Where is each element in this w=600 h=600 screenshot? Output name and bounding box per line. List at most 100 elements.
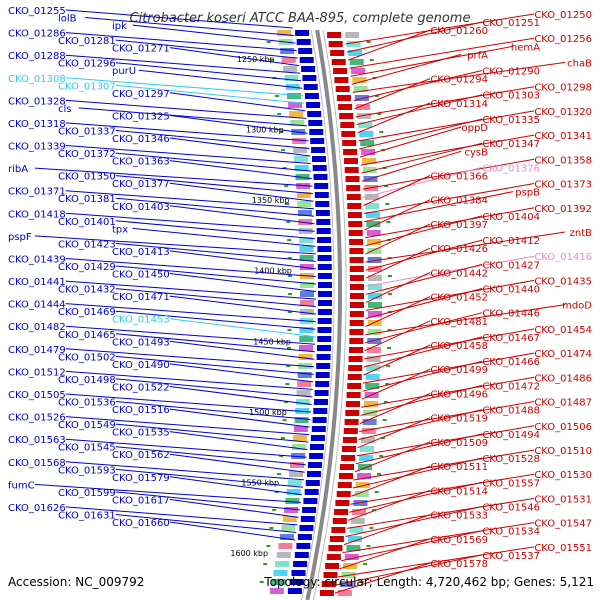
annotation-block (368, 284, 382, 290)
gene-label: CKO_01557 (482, 478, 540, 489)
forward-gene-block (318, 291, 332, 297)
connector-line (115, 175, 313, 195)
annotation-block (299, 237, 314, 243)
gene-label: CKO_01412 (482, 236, 540, 247)
annotation-block (296, 192, 311, 198)
connector-line (365, 263, 483, 295)
gene-label: zntB (570, 228, 593, 239)
annotation-block (292, 444, 306, 450)
marker-tick (287, 329, 292, 331)
reverse-gene-block (347, 203, 362, 209)
connector-line (357, 102, 431, 134)
annotation-block (356, 104, 371, 110)
connector-line (365, 288, 483, 319)
forward-gene-block (311, 147, 326, 153)
gene-label: prfA (467, 50, 488, 61)
connector-line (169, 431, 308, 451)
annotation-block (300, 282, 314, 288)
connector-line (115, 288, 316, 308)
annotation-block (277, 30, 292, 36)
reverse-gene-block (349, 311, 364, 317)
gene-label: CKO_01439 (8, 255, 66, 266)
forward-gene-block (317, 327, 332, 333)
gene-label: CKO_01347 (482, 139, 540, 150)
connector-line (65, 348, 315, 368)
marker-tick (287, 311, 292, 313)
annotation-block (366, 230, 381, 236)
annotation-block (367, 329, 382, 335)
gene-label: CKO_01256 (534, 34, 592, 45)
connector-line (363, 183, 535, 214)
gene-label: CKO_01471 (112, 292, 170, 303)
connector-line (65, 416, 310, 436)
annotation-block (344, 554, 359, 560)
marker-tick (377, 113, 382, 115)
connector-line (115, 130, 310, 149)
connector-line (115, 401, 311, 420)
forward-gene-block (304, 93, 319, 99)
gene-label: CKO_01465 (58, 330, 116, 341)
forward-gene-block (299, 57, 314, 63)
annotation-block (276, 552, 291, 558)
forward-gene-block (315, 381, 330, 387)
forward-gene-block (296, 39, 311, 45)
connector-line (132, 24, 296, 44)
backbone-arc (300, 29, 347, 600)
gene-label: purU (112, 66, 136, 77)
annotation-block (300, 300, 314, 306)
gene-label: CKO_01660 (112, 518, 170, 529)
annotation-block (299, 309, 314, 315)
annotation-block (367, 239, 382, 245)
annotation-block (299, 336, 314, 342)
connector-line (338, 546, 535, 578)
annotation-block (346, 545, 361, 551)
connector-line (341, 530, 483, 562)
forward-gene-block (289, 579, 304, 585)
gene-label: CKO_01502 (58, 352, 116, 363)
annotation-block (296, 399, 310, 405)
annotation-block (348, 50, 363, 56)
marker-tick (277, 473, 281, 475)
marker-tick (369, 59, 374, 61)
marker-tick (279, 455, 284, 457)
reverse-gene-block (342, 446, 356, 452)
gene-label: CKO_01404 (482, 212, 540, 223)
annotation-block (278, 543, 293, 549)
connector-line (363, 352, 535, 384)
annotation-block (292, 138, 307, 144)
connector-line (352, 457, 483, 489)
annotation-block (367, 275, 382, 281)
gene-label: CKO_01568 (8, 458, 66, 469)
annotation-block (349, 527, 364, 533)
connector-line (365, 296, 431, 328)
gene-label: CKO_01458 (430, 341, 488, 352)
gene-label: CKO_01499 (430, 365, 488, 376)
annotation-block (365, 374, 380, 380)
reverse-gene-block (335, 500, 350, 506)
connector-line (169, 47, 300, 67)
reverse-gene-block (350, 293, 364, 299)
connector-line (365, 247, 431, 279)
connector-line (351, 465, 431, 497)
connector-line (138, 69, 303, 89)
annotation-block (365, 383, 380, 389)
forward-gene-block (310, 138, 325, 144)
gene-label: fumC (8, 480, 35, 491)
connector-line (364, 320, 431, 352)
gene-label: CKO_01372 (58, 149, 116, 160)
reverse-gene-block (344, 419, 359, 425)
gene-label: CKO_01490 (112, 360, 170, 371)
annotation-block (352, 509, 367, 515)
gene-label: CKO_01474 (534, 349, 592, 360)
marker-tick (287, 347, 291, 349)
forward-gene-block (313, 408, 328, 414)
annotation-block (288, 102, 303, 108)
gene-label: CKO_01303 (482, 91, 540, 102)
annotation-block (297, 201, 312, 207)
connector-line (65, 325, 316, 345)
scale-label: 1300 kbp (246, 126, 284, 135)
connector-line (65, 303, 316, 323)
annotation-block (293, 426, 308, 432)
connector-line (359, 118, 483, 150)
connector-line (365, 207, 535, 239)
